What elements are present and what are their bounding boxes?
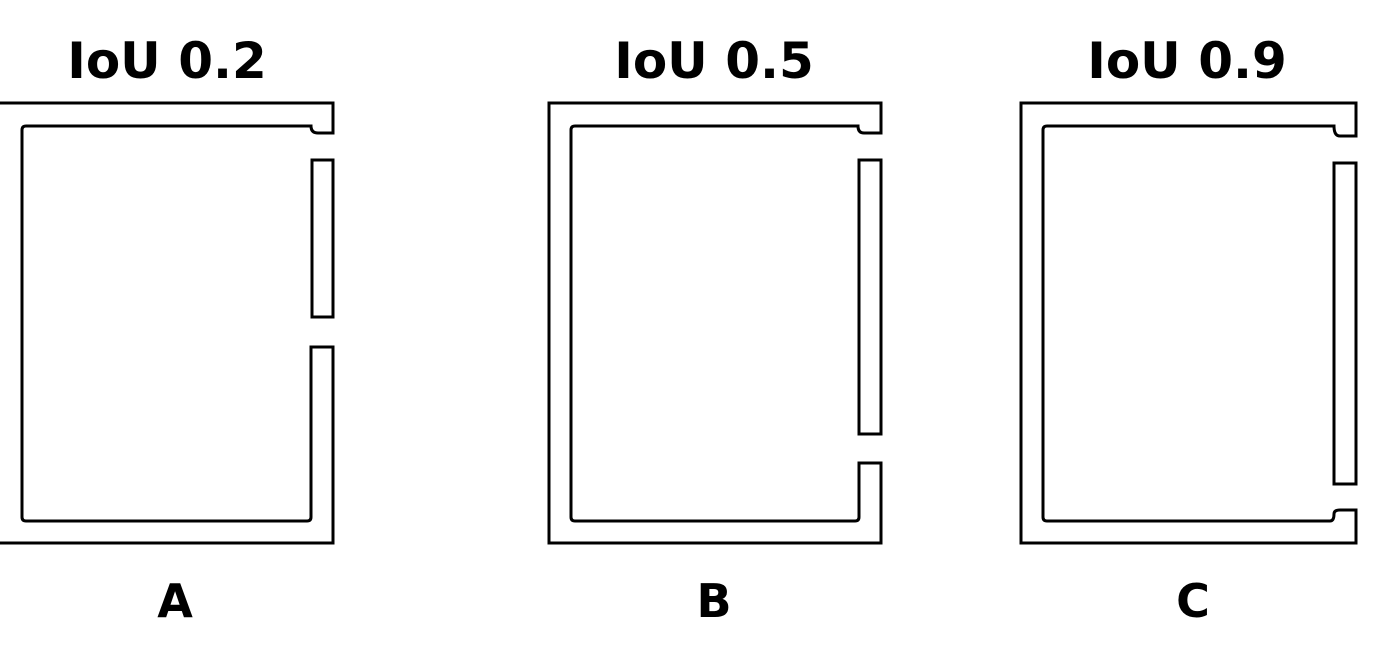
panel-b-outer-frame: [547, 101, 883, 545]
panel-a-outer-frame: [0, 101, 335, 545]
panel-c-bar: [1332, 161, 1358, 486]
panel-b-label: B: [696, 574, 732, 628]
panel-b-bar: [857, 158, 883, 436]
panel-c-title: IoU 0.9: [1087, 32, 1287, 90]
panel-a-title: IoU 0.2: [67, 32, 267, 90]
panel-c-label: C: [1176, 574, 1210, 628]
panel-b-title: IoU 0.5: [614, 32, 814, 90]
panel-a-label: A: [157, 574, 193, 628]
panel-c-outer-frame: [1019, 101, 1358, 545]
panel-a-bar: [310, 158, 335, 319]
